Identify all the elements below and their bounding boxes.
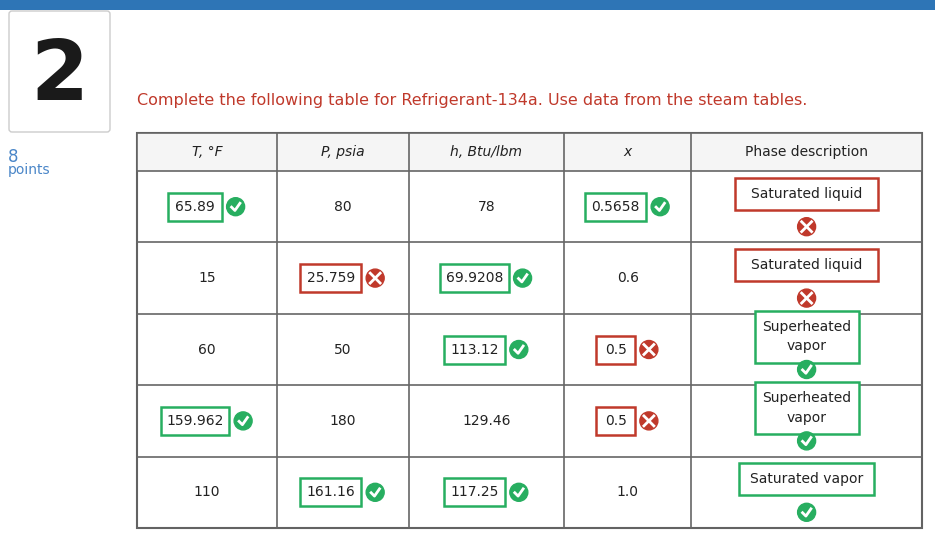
Text: 113.12: 113.12 bbox=[450, 343, 498, 357]
Text: x: x bbox=[624, 145, 632, 159]
Circle shape bbox=[640, 412, 658, 430]
FancyBboxPatch shape bbox=[755, 382, 858, 434]
FancyBboxPatch shape bbox=[161, 407, 229, 435]
Text: 80: 80 bbox=[334, 199, 352, 214]
Text: 0.5: 0.5 bbox=[605, 414, 626, 428]
Circle shape bbox=[798, 360, 815, 378]
FancyBboxPatch shape bbox=[300, 264, 361, 292]
Bar bbox=[137, 133, 922, 528]
Circle shape bbox=[798, 289, 815, 307]
Circle shape bbox=[367, 483, 384, 501]
Circle shape bbox=[513, 269, 532, 287]
Text: 25.759: 25.759 bbox=[307, 271, 354, 285]
Text: 2: 2 bbox=[31, 36, 89, 117]
Text: Superheated
vapor: Superheated vapor bbox=[762, 320, 851, 353]
Circle shape bbox=[234, 412, 252, 430]
Text: P, psia: P, psia bbox=[321, 145, 365, 159]
Text: h, Btu/lbm: h, Btu/lbm bbox=[451, 145, 523, 159]
Bar bbox=[137, 133, 922, 171]
Text: Superheated
vapor: Superheated vapor bbox=[762, 391, 851, 425]
FancyBboxPatch shape bbox=[440, 264, 509, 292]
Circle shape bbox=[798, 432, 815, 450]
Circle shape bbox=[510, 340, 528, 358]
Text: 129.46: 129.46 bbox=[462, 414, 511, 428]
Text: 161.16: 161.16 bbox=[307, 485, 355, 499]
Text: Complete the following table for Refrigerant-134a. Use data from the steam table: Complete the following table for Refrige… bbox=[137, 93, 808, 108]
Text: 69.9208: 69.9208 bbox=[446, 271, 503, 285]
FancyBboxPatch shape bbox=[739, 463, 874, 495]
Text: 0.5658: 0.5658 bbox=[592, 199, 640, 214]
Circle shape bbox=[640, 340, 658, 358]
FancyBboxPatch shape bbox=[755, 311, 858, 363]
Text: 60: 60 bbox=[198, 343, 216, 357]
FancyBboxPatch shape bbox=[168, 193, 222, 221]
Text: 0.5: 0.5 bbox=[605, 343, 626, 357]
Circle shape bbox=[651, 198, 669, 216]
Text: 117.25: 117.25 bbox=[450, 485, 498, 499]
Text: points: points bbox=[8, 163, 50, 177]
FancyBboxPatch shape bbox=[444, 478, 505, 506]
FancyBboxPatch shape bbox=[9, 11, 110, 132]
Text: T, °F: T, °F bbox=[192, 145, 223, 159]
Circle shape bbox=[798, 218, 815, 236]
FancyBboxPatch shape bbox=[735, 249, 878, 281]
Circle shape bbox=[510, 483, 528, 501]
Text: Saturated liquid: Saturated liquid bbox=[751, 258, 862, 272]
Text: 180: 180 bbox=[329, 414, 356, 428]
Text: Phase description: Phase description bbox=[745, 145, 868, 159]
Text: 110: 110 bbox=[194, 485, 220, 499]
FancyBboxPatch shape bbox=[597, 335, 635, 364]
Text: 65.89: 65.89 bbox=[175, 199, 215, 214]
FancyBboxPatch shape bbox=[597, 407, 635, 435]
Circle shape bbox=[367, 269, 384, 287]
FancyBboxPatch shape bbox=[735, 178, 878, 210]
Circle shape bbox=[226, 198, 245, 216]
FancyBboxPatch shape bbox=[444, 335, 505, 364]
Text: 15: 15 bbox=[198, 271, 216, 285]
FancyBboxPatch shape bbox=[300, 478, 361, 506]
Text: 159.962: 159.962 bbox=[166, 414, 223, 428]
Text: Saturated vapor: Saturated vapor bbox=[750, 473, 863, 487]
Text: Saturated liquid: Saturated liquid bbox=[751, 187, 862, 201]
Text: 8: 8 bbox=[8, 148, 19, 166]
Text: 50: 50 bbox=[334, 343, 352, 357]
Text: 78: 78 bbox=[478, 199, 496, 214]
Bar bbox=[0, 0, 935, 10]
FancyBboxPatch shape bbox=[585, 193, 646, 221]
Text: 0.6: 0.6 bbox=[616, 271, 639, 285]
Text: 1.0: 1.0 bbox=[616, 485, 639, 499]
Circle shape bbox=[798, 504, 815, 521]
